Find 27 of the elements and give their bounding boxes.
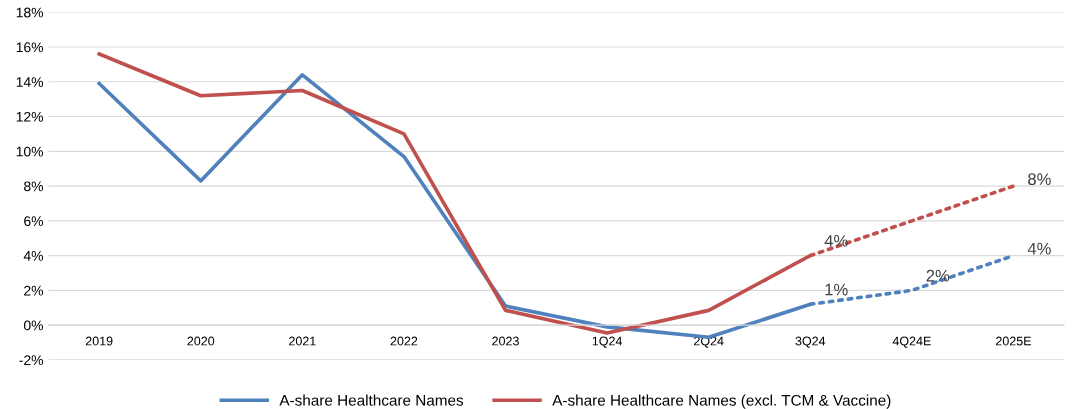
x-tick-label: 4Q24E (892, 336, 931, 348)
y-tick-label: 2% (24, 285, 44, 296)
y-tick-label: 8% (24, 181, 44, 192)
legend-label: A-share Healthcare Names (279, 394, 464, 406)
y-tick-label: -2% (19, 355, 44, 366)
y-tick-label: 14% (16, 77, 44, 87)
data-label: 8% (1028, 173, 1051, 186)
data-label: 1% (825, 283, 848, 296)
x-tick-label: 2021 (289, 336, 316, 346)
y-tick-label: 0% (23, 320, 44, 331)
y-tick-label: 10% (16, 146, 44, 157)
x-tick-label: 2025E (996, 336, 1031, 346)
x-tick-label: 3Q24 (795, 336, 826, 348)
x-tick-label: 2020 (187, 336, 215, 346)
x-tick-label: 2019 (85, 336, 113, 346)
x-tick-label: 2023 (492, 336, 519, 346)
data-label: 4% (1027, 242, 1051, 255)
data-label: 4% (824, 235, 848, 247)
y-tick-label: 16% (16, 42, 44, 53)
y-tick-label: 18% (16, 7, 44, 18)
x-tick-label: 1Q24 (592, 336, 623, 348)
y-tick-label: 4% (23, 251, 44, 261)
y-tick-label: 12% (16, 111, 44, 122)
y-tick-label: 6% (24, 216, 44, 227)
data-label: 2% (926, 269, 950, 282)
legend-label: A-share Healthcare Names (excl. TCM & Vaccine) (552, 394, 891, 409)
x-tick-label: 2022 (390, 336, 418, 346)
